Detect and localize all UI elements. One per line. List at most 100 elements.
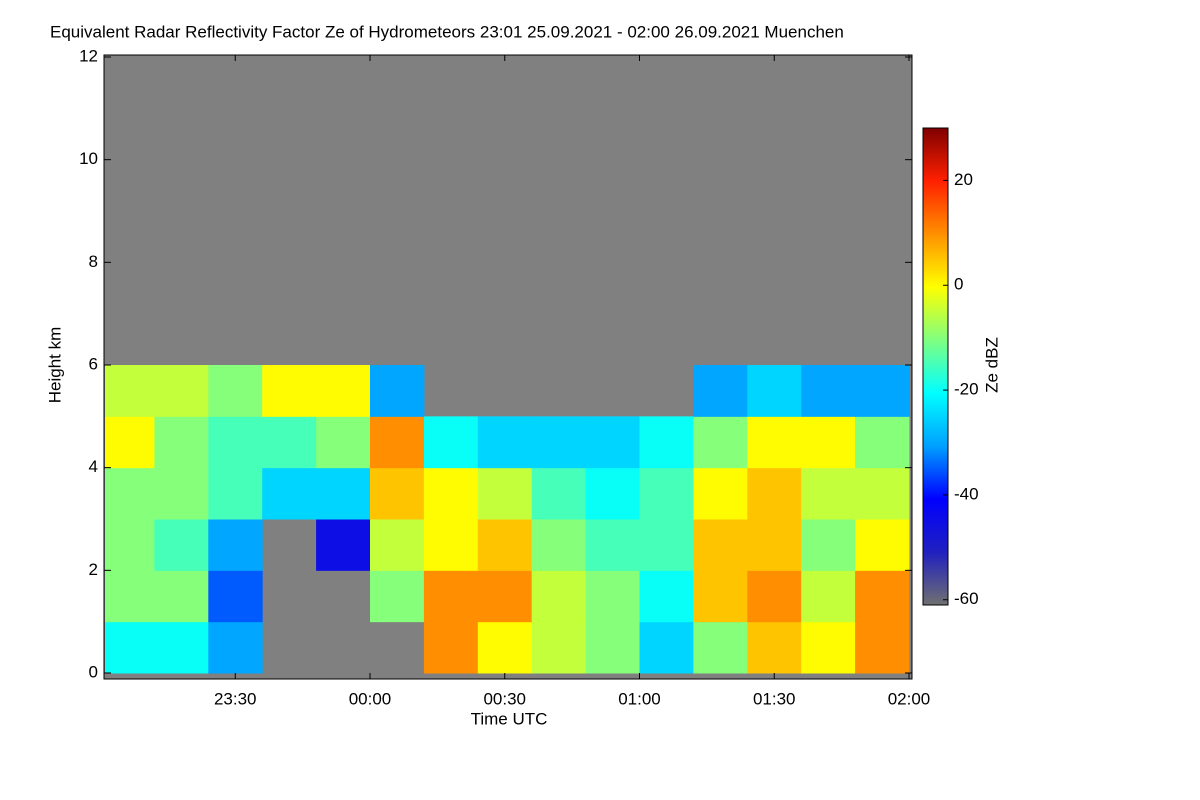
heatmap-cell <box>585 467 641 520</box>
heatmap-cell <box>370 570 425 623</box>
heatmap-cell <box>639 467 694 520</box>
y-tick-label: 2 <box>89 560 98 579</box>
heatmap-cell <box>105 416 155 469</box>
plot-frame <box>103 54 913 680</box>
colorbar-tick-label: -20 <box>954 380 979 399</box>
colorbar-tick-label: -40 <box>954 484 979 503</box>
heatmap-cell <box>531 519 587 571</box>
y-tick-label: 0 <box>89 662 98 681</box>
heatmap-cell <box>105 365 155 417</box>
heatmap-cell <box>370 365 425 417</box>
heatmap-cell <box>477 467 533 520</box>
heatmap-cell <box>639 416 694 469</box>
heatmap-cell <box>105 467 155 520</box>
heatmap-cell <box>855 519 910 571</box>
heatmap-cell <box>747 467 802 520</box>
heatmap-cell <box>316 519 371 571</box>
heatmap-cell <box>747 519 802 571</box>
heatmap-cell <box>531 621 587 674</box>
heatmap-cell <box>639 519 694 571</box>
heatmap-cell <box>477 621 533 674</box>
colorbar-tick-label: 0 <box>954 275 963 294</box>
colorbar-label: Ze dBZ <box>982 337 1001 393</box>
heatmap-cell <box>105 570 155 623</box>
x-tick-label: 00:00 <box>349 689 392 708</box>
x-tick-label: 02:00 <box>888 689 931 708</box>
heatmap-cell <box>693 519 748 571</box>
heatmap-cell <box>370 519 425 571</box>
heatmap-cell <box>855 416 910 469</box>
heatmap-cell <box>585 519 641 571</box>
heatmap-cell <box>801 519 856 571</box>
heatmap-cell <box>531 467 587 520</box>
x-tick-label: 01:00 <box>618 689 661 708</box>
heatmap-cell <box>693 365 748 417</box>
heatmap-cell <box>747 416 802 469</box>
heatmap-cell <box>639 621 694 674</box>
heatmap-cell <box>154 467 209 520</box>
heatmap-cell <box>531 570 587 623</box>
heatmap-cell <box>747 365 802 417</box>
heatmap-cell <box>801 467 856 520</box>
heatmap-cell <box>154 519 209 571</box>
heatmap-cell <box>585 621 641 674</box>
heatmap-cell <box>208 519 263 571</box>
heatmap-cell <box>154 416 209 469</box>
heatmap-cell <box>747 570 802 623</box>
heatmap-cell <box>855 570 910 623</box>
heatmap-cell <box>531 416 587 469</box>
y-tick-label: 6 <box>89 354 98 373</box>
heatmap-cell <box>423 621 479 674</box>
heatmap-cell <box>316 416 371 469</box>
heatmap-cell <box>316 467 371 520</box>
heatmap-cell <box>262 416 317 469</box>
heatmap-cell <box>693 621 748 674</box>
heatmap-cell <box>801 365 856 417</box>
heatmap-cell <box>423 519 479 571</box>
heatmap-cell <box>423 467 479 520</box>
chart-title: Equivalent Radar Reflectivity Factor Ze … <box>50 22 844 41</box>
heatmap-cell <box>801 416 856 469</box>
heatmap-cell <box>801 570 856 623</box>
x-tick-label: 01:30 <box>753 689 796 708</box>
heatmap-cell <box>208 365 263 417</box>
x-tick-label: 23:30 <box>214 689 257 708</box>
x-tick-label: 00:30 <box>483 689 526 708</box>
heatmap-cell <box>105 621 155 674</box>
y-tick-label: 10 <box>79 149 98 168</box>
colorbar <box>922 127 949 606</box>
heatmap-cell <box>316 365 371 417</box>
heatmap-cell <box>105 519 155 571</box>
heatmap-cell <box>693 416 748 469</box>
heatmap-cell <box>208 416 263 469</box>
y-tick-label: 4 <box>89 457 98 476</box>
heatmap-cell <box>154 365 209 417</box>
heatmap-cell <box>208 621 263 674</box>
heatmap-cell <box>855 365 910 417</box>
y-tick-label: 8 <box>89 252 98 271</box>
heatmap-cell <box>370 467 425 520</box>
heatmap-cell <box>477 519 533 571</box>
heatmap-cell <box>639 570 694 623</box>
colorbar-tick-label: -60 <box>954 589 979 608</box>
heatmap-cell <box>747 621 802 674</box>
y-axis-label: Height km <box>45 327 64 404</box>
heatmap-cell <box>693 467 748 520</box>
heatmap-cell <box>477 570 533 623</box>
x-axis-label: Time UTC <box>471 709 548 728</box>
heatmap-cell <box>585 570 641 623</box>
heatmap-cell <box>801 621 856 674</box>
heatmap-cell <box>693 570 748 623</box>
heatmap-cell <box>855 621 910 674</box>
heatmap-cell <box>585 416 641 469</box>
heatmap-cell <box>208 570 263 623</box>
heatmap-cell <box>154 621 209 674</box>
y-tick-label: 12 <box>79 46 98 65</box>
heatmap-cell <box>154 570 209 623</box>
heatmap-cell <box>423 570 479 623</box>
colorbar-tick-label: 20 <box>954 170 973 189</box>
heatmap-cell <box>477 416 533 469</box>
heatmap-cell <box>208 467 263 520</box>
heatmap-cell <box>370 416 425 469</box>
